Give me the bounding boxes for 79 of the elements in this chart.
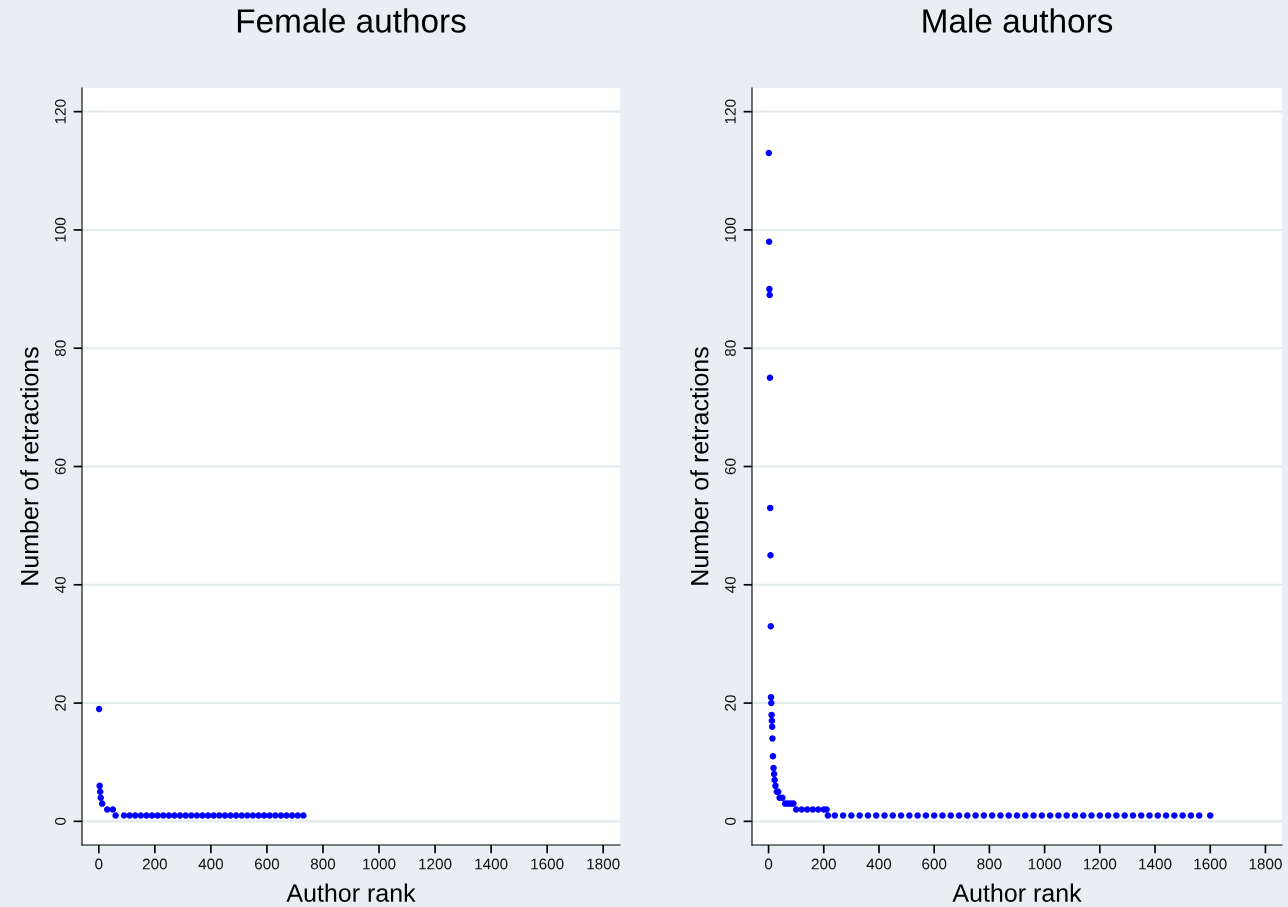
point: [204, 812, 212, 819]
point: [131, 812, 139, 819]
point: [97, 794, 105, 801]
point: [148, 812, 156, 819]
point: [137, 812, 145, 819]
point: [288, 812, 296, 819]
x-tick-label: 600: [922, 858, 947, 870]
point: [109, 806, 117, 813]
y-tick-label: 80: [54, 340, 66, 357]
x-axis-title: Author rank: [286, 883, 416, 902]
y-tick-label: 120: [54, 99, 66, 124]
point: [210, 812, 217, 819]
x-tick-label: 400: [866, 858, 892, 870]
x-tick-label: 200: [142, 858, 167, 870]
x-axis-title: Author rank: [952, 883, 1082, 902]
point: [176, 812, 184, 819]
point: [103, 806, 111, 813]
x-tick-label: 1000: [363, 858, 396, 870]
point: [120, 812, 128, 819]
x-tick-label: 1000: [1028, 858, 1061, 870]
y-tick-label: 100: [724, 217, 736, 242]
y-tick-label: 80: [724, 340, 736, 357]
point: [171, 812, 178, 819]
x-tick-label: 1600: [531, 858, 564, 870]
y-tick-label: 120: [724, 99, 736, 124]
point: [96, 782, 103, 790]
x-tick-label: 600: [254, 858, 280, 870]
x-tick-label: 1400: [1139, 858, 1172, 870]
point: [255, 812, 262, 819]
x-tick-label: 1400: [475, 858, 508, 870]
x-tick-label: 200: [811, 858, 836, 870]
x-tick-label: 1800: [587, 858, 620, 870]
point: [300, 812, 307, 819]
point: [199, 812, 206, 819]
point: [260, 812, 268, 819]
x-tick-label: 1800: [1249, 858, 1282, 870]
y-tick-label: 20: [54, 695, 66, 711]
x-tick-label: 1200: [419, 858, 452, 870]
x-tick-label: 0: [95, 858, 103, 870]
point: [216, 812, 223, 819]
x-tick-label: 1600: [1194, 858, 1227, 870]
y-axis-title: Number of retractions: [20, 347, 39, 585]
point: [143, 812, 150, 819]
point: [112, 812, 119, 819]
point: [154, 812, 161, 819]
point: [238, 812, 245, 819]
point: [283, 812, 290, 819]
y-tick-label: 60: [724, 458, 736, 475]
x-tick-label: 800: [977, 858, 1002, 870]
point: [126, 812, 133, 819]
chart-title: Male authors: [923, 8, 1113, 33]
x-tick-label: 400: [198, 858, 224, 870]
point: [96, 788, 104, 796]
point: [232, 812, 240, 819]
y-tick-label: 0: [54, 817, 66, 825]
y-tick-label: 40: [54, 576, 66, 593]
point: [227, 812, 234, 819]
y-axis-title: Number of retractions: [690, 347, 709, 585]
point: [277, 812, 285, 819]
x-tick-label: 800: [310, 858, 336, 870]
point: [193, 812, 201, 819]
point: [244, 812, 251, 819]
y-tick-label: 20: [724, 695, 736, 711]
point: [95, 705, 103, 713]
point: [98, 800, 106, 807]
point: [294, 812, 302, 819]
y-tick-label: 60: [54, 458, 66, 475]
point: [182, 812, 189, 819]
point: [160, 812, 167, 819]
x-tick-label: 0: [764, 858, 773, 870]
x-tick-label: 1200: [1083, 858, 1117, 870]
point: [272, 812, 279, 819]
point: [266, 812, 273, 819]
y-tick-label: 100: [54, 217, 66, 242]
point: [165, 812, 173, 819]
y-tick-label: 0: [724, 817, 736, 825]
point: [188, 812, 195, 819]
y-tick-label: 40: [724, 576, 736, 593]
chart-title: Female authors: [237, 8, 466, 33]
